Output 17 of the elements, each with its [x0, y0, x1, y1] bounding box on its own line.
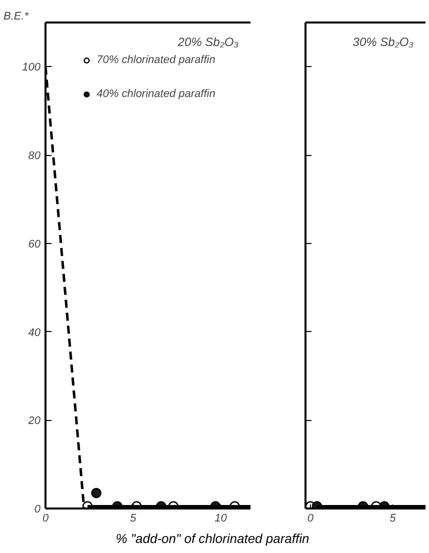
y-tick-label: 100	[22, 62, 42, 74]
x-tick-label: 5	[390, 512, 397, 524]
x-tick-label: 10	[214, 512, 228, 524]
y-tick-label: 60	[28, 238, 42, 250]
legend-label: 70% chlorinated paraffin	[96, 54, 216, 66]
x-tick-label: 0	[307, 512, 314, 524]
y-tick-label: 80	[28, 150, 42, 162]
legend-label: 40% chlorinated paraffin	[96, 88, 216, 100]
y-tick-label: 0	[34, 504, 42, 516]
y-axis-title: B.E.*	[4, 10, 30, 22]
x-axis-title: % "add-on" of chlorinated paraffin	[116, 530, 310, 548]
x-tick-label: 5	[130, 512, 138, 524]
x-tick-label: 0	[42, 512, 50, 524]
text: 30% Sb₂O₃	[352, 35, 414, 50]
y-tick-label: 40	[28, 326, 42, 339]
y-tick-label: 20	[27, 415, 42, 428]
text: 20% Sb₂O₃	[176, 35, 239, 50]
